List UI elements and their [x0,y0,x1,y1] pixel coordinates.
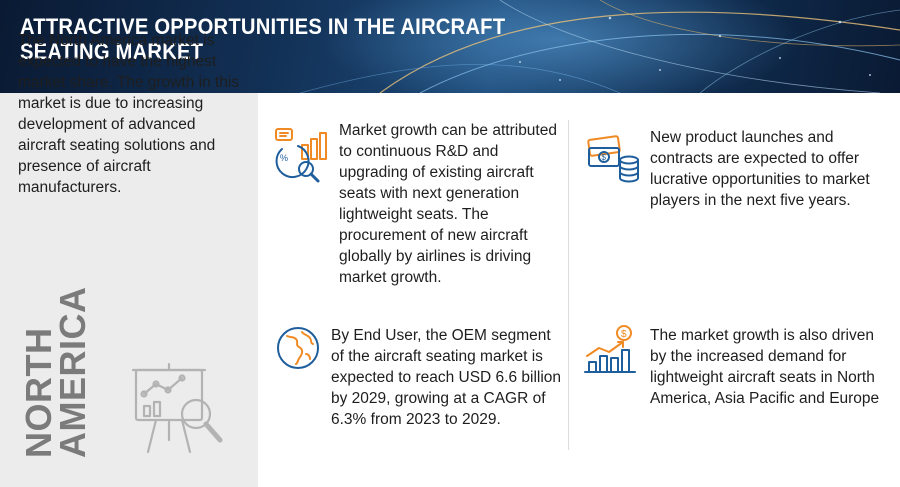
money-coins-icon: $ [587,135,639,183]
insight-lightweight-demand-text: The market growth is also driven by the … [650,327,880,407]
left-panel [0,93,258,487]
page-title: ATTRACTIVE OPPORTUNITIES IN THE AIRCRAFT… [20,14,506,64]
header-background-graphic [299,0,900,93]
globe-icon [277,327,319,369]
dollar-growth-chart-icon: $ [584,325,636,373]
region-label-line1: NORTH [18,327,59,459]
presentation-board-magnifier-icon [131,362,223,454]
insight-product-launches-text: New product launches and contracts are e… [650,129,870,209]
column-divider [568,120,569,450]
region-label: NORTH AMERICA [18,286,93,459]
svg-text:%: % [280,153,288,163]
growth-chart-analysis-icon: % [275,128,327,183]
region-summary-text: The North America market is expected to … [18,32,240,196]
insight-oem-segment-text: By End User, the OEM segment of the airc… [331,327,562,428]
insight-rnd-growth-text: Market growth can be attributed to conti… [339,122,557,286]
region-label-line2: AMERICA [52,286,93,459]
header-banner: ATTRACTIVE OPPORTUNITIES IN THE AIRCRAFT… [0,0,900,93]
svg-text:$: $ [602,153,607,162]
svg-text:$: $ [621,329,627,340]
